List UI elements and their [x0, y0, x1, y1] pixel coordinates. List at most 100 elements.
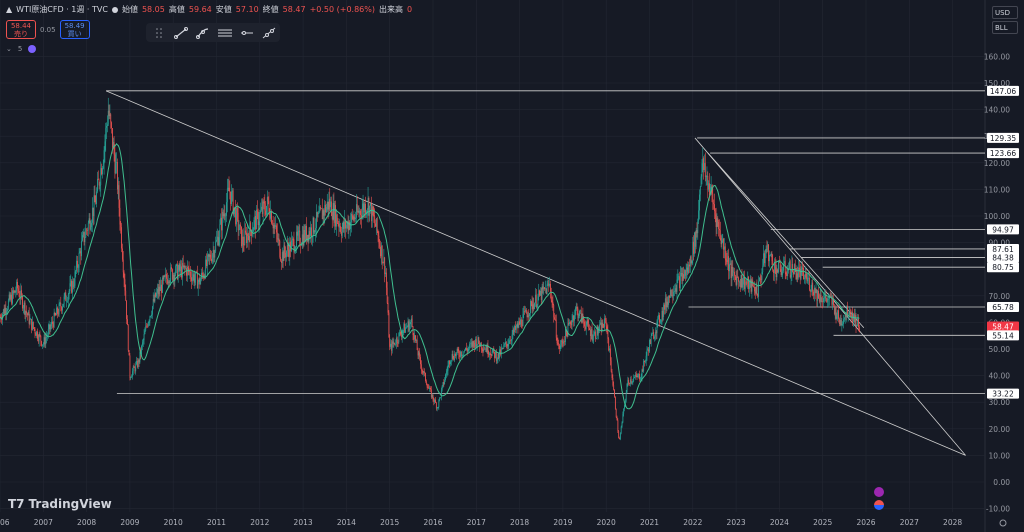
price-tag-label: 129.35 [990, 134, 1016, 143]
candle-body [32, 321, 34, 328]
candle-body [530, 300, 531, 314]
y-tick-label: 20.00 [989, 425, 1011, 434]
candle-body [468, 347, 470, 349]
candle-body [180, 266, 182, 271]
candle-body [704, 163, 706, 177]
candle-body [541, 286, 543, 300]
candle-body [343, 222, 345, 229]
candle-body [386, 287, 388, 303]
candle-body [177, 270, 179, 280]
horizontal-line-icon[interactable] [238, 26, 256, 40]
candles [0, 97, 860, 441]
candle-body [82, 235, 83, 241]
candle-body [12, 290, 14, 294]
candle-body [593, 334, 595, 340]
candle-body [236, 207, 238, 213]
tradingview-icon: 𝗧𝟳 [8, 497, 25, 511]
candle-body [713, 202, 715, 205]
x-tick-label: 2010 [164, 518, 183, 527]
candle-body [377, 230, 379, 236]
candle-body [325, 204, 326, 213]
x-tick-label: 2008 [77, 518, 96, 527]
candle-body [194, 278, 196, 283]
price-tag-bg [987, 252, 1019, 263]
horizontal-lines[interactable] [106, 90, 985, 395]
candle-body [310, 227, 311, 236]
buy-button[interactable]: 58.49 買い [59, 20, 90, 39]
candle-body [309, 231, 311, 236]
candle-body [298, 230, 300, 232]
candle-body [94, 195, 96, 203]
extended-line-icon[interactable] [260, 26, 278, 40]
candle-body [314, 231, 316, 233]
indicators-toggle[interactable]: ⌄ 5 [6, 45, 37, 53]
candle-body [342, 222, 344, 230]
drag-handle-icon[interactable] [150, 26, 168, 40]
candle-body [825, 294, 827, 299]
candle-body [387, 302, 389, 313]
candle-body [311, 236, 313, 238]
parallel-channel-icon[interactable] [216, 26, 234, 40]
candle-body [545, 288, 546, 290]
candle-body [455, 352, 457, 357]
candle-body [510, 340, 511, 342]
price-axis[interactable]: -10.000.0010.0020.0030.0040.0050.0060.00… [984, 52, 1010, 513]
candle-body [851, 312, 853, 318]
currency-dropdown[interactable]: USD [992, 6, 1018, 19]
trendlines[interactable] [105, 90, 966, 456]
candle-body [385, 272, 386, 274]
candle-body [834, 306, 836, 315]
candle-body [114, 154, 116, 174]
candle-body [534, 303, 535, 310]
price-tag-bg [987, 321, 1019, 332]
ray-icon[interactable] [194, 26, 212, 40]
candle-body [354, 216, 356, 219]
candle-body [734, 275, 736, 277]
candle-body [293, 239, 295, 253]
candle-body [731, 266, 733, 278]
candle-body [122, 259, 124, 273]
candle-body [679, 276, 680, 289]
tradingview-logo[interactable]: 𝗧𝟳 TradingView [8, 497, 112, 511]
sell-button[interactable]: 58.44 売り [6, 20, 36, 39]
candle-body [392, 341, 394, 344]
unit-dropdown[interactable]: BLL [992, 21, 1018, 34]
time-axis[interactable]: 2006 2007 2008 2009 2010 2011 2012 2013 2014 2015… [0, 518, 1007, 527]
candle-body [242, 236, 244, 245]
symbol-title[interactable]: WTI原油CFD · 1週 · TVC [16, 5, 108, 14]
candle-body [517, 323, 519, 328]
candle-body [373, 215, 375, 217]
candle-body [291, 239, 293, 241]
candle-body [229, 191, 231, 192]
candle-body [321, 208, 323, 220]
candle-body [107, 124, 108, 126]
candle-body [708, 183, 710, 190]
spread-value: 0.05 [40, 25, 56, 34]
us-flag-icon[interactable] [874, 500, 884, 510]
candle-body [498, 353, 500, 358]
candle-body [425, 372, 426, 382]
candle-body [237, 212, 239, 230]
lightning-icon[interactable] [874, 487, 884, 497]
candle-body [837, 310, 839, 318]
candle-body [286, 251, 287, 258]
candle-body [146, 325, 148, 327]
candle-body [378, 235, 380, 244]
settings-icon[interactable] [999, 519, 1007, 527]
candle-body [406, 326, 408, 328]
candle-body [587, 320, 589, 324]
candle-body [826, 298, 828, 302]
candle-body [694, 232, 696, 247]
trend-line-icon[interactable] [172, 26, 190, 40]
candle-body [357, 210, 359, 212]
candle-body [845, 314, 847, 318]
candle-body [148, 321, 150, 323]
candle-body [100, 168, 102, 185]
candle-body [227, 187, 229, 189]
candle-body [447, 365, 449, 371]
candle-body [171, 267, 172, 270]
candle-body [456, 348, 458, 353]
price-tag-bg [987, 85, 1019, 96]
candle-body [613, 385, 615, 390]
